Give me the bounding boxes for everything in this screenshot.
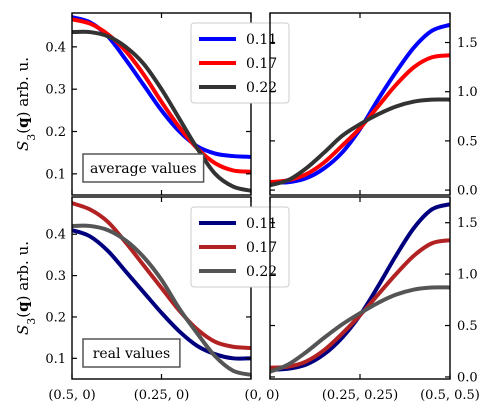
y-tick-label: 0.2 [45,125,66,140]
annotation-box [82,338,181,368]
series-group [270,202,450,374]
legend-box [190,22,290,104]
series-line-0.11 [72,228,251,361]
series-line-0.22 [270,285,450,374]
x-tick-label: (0.25, 0) [134,388,190,403]
legend-label: 0.17 [246,56,277,72]
y-tick-label: 1.0 [457,85,478,100]
y-tick-label: 0.3 [45,269,66,284]
series-line-0.17 [72,201,251,350]
annotation-text: real values [93,346,170,362]
series-group [72,201,251,377]
y-tick-label: 0.1 [45,167,66,182]
y-tick-label: 0.1 [45,352,66,367]
legend-label: 0.22 [246,80,277,96]
legend-label: 0.17 [246,240,277,256]
series-line-0.22 [270,97,450,188]
y-tick-label: 0.4 [45,40,66,55]
series-line-0.17 [270,238,450,370]
y-tick-label: 1.5 [457,216,478,231]
legend-box [190,206,290,288]
series-group [72,15,251,193]
series-line-0.22 [72,223,251,377]
panel-bottom-left: 0.1 0.2 0.3 0.4 (0.5, 0) (0.25, 0) S3(q) arb. … [14,196,290,403]
x-tick-label: (0.5, 0) [48,388,95,403]
y-tick-label: 0.0 [457,184,478,199]
y-tick-label: 0.5 [457,319,478,334]
annotation-text: average values [90,161,197,177]
series-line-0.17 [72,17,251,174]
y-tick-label: 1.0 [457,268,478,283]
y-tick-label: 0.5 [457,134,478,149]
legend-label: 0.11 [246,216,277,232]
legend-label: 0.22 [246,264,277,280]
panel-top-left: 0.1 0.2 0.3 0.4 S3(q) arb. u. average values 0… [14,12,290,196]
y-tick-label: 0.4 [45,228,66,243]
series-line-0.11 [270,22,450,185]
panel-bottom-right: 0.0 0.5 1.0 1.5 (0, 0) (0.25, 0.25) (0.5, 0.5) [245,196,480,403]
y-tick-label: 1.5 [457,36,478,51]
series-line-0.22 [72,29,251,193]
panel-top-right: 0.0 0.5 1.0 1.5 [269,12,478,199]
y-axis-label: S3(q) arb. u. [14,57,38,151]
x-tick-label: (0.25, 0.25) [322,388,398,403]
annotation-box [82,153,205,183]
legend-label: 0.11 [246,32,277,48]
y-tick-label: 0.3 [45,83,66,98]
y-axis-label: S3(q) arb. u. [14,241,38,335]
x-tick-label: (0.5, 0.5) [420,388,480,403]
y-tick-label: 0.0 [457,370,478,385]
x-tick-label: (0, 0) [245,388,280,403]
y-tick-label: 0.2 [45,310,66,325]
series-group [270,22,450,188]
series-line-0.17 [270,53,450,185]
